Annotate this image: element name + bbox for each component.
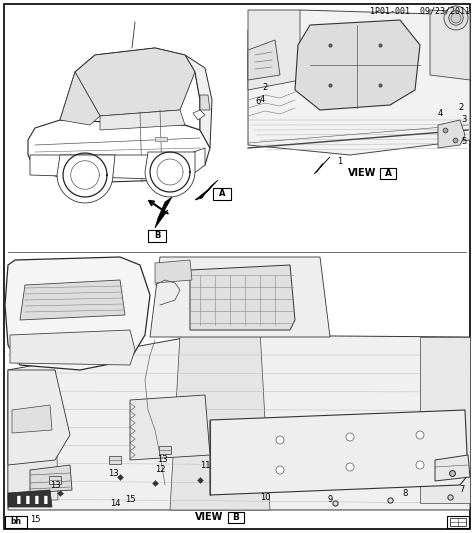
Text: ▐: ▐	[41, 495, 47, 504]
Polygon shape	[10, 330, 135, 365]
Bar	[228, 512, 244, 523]
Polygon shape	[100, 110, 185, 130]
Text: 13: 13	[157, 456, 167, 464]
Text: 9: 9	[328, 496, 333, 505]
Text: 2: 2	[263, 84, 268, 93]
Polygon shape	[71, 161, 99, 189]
Text: ▐: ▐	[14, 495, 20, 504]
Polygon shape	[248, 40, 280, 80]
Text: VIEW: VIEW	[195, 512, 223, 522]
Text: A: A	[384, 168, 392, 177]
Text: ▐: ▐	[32, 495, 38, 504]
Circle shape	[416, 461, 424, 469]
Circle shape	[416, 431, 424, 439]
Text: 13: 13	[108, 469, 118, 478]
Circle shape	[451, 13, 461, 23]
Bar	[5, 516, 27, 528]
Text: 10: 10	[260, 492, 270, 502]
Text: B: B	[233, 513, 239, 521]
Polygon shape	[435, 455, 470, 481]
Polygon shape	[30, 148, 205, 180]
Polygon shape	[8, 490, 52, 507]
Polygon shape	[60, 72, 100, 125]
Text: 1P01-001  09/23/2011: 1P01-001 09/23/2011	[370, 6, 470, 15]
Text: 8: 8	[402, 489, 408, 497]
Circle shape	[276, 466, 284, 474]
Bar	[155, 137, 167, 141]
Bar	[148, 230, 166, 242]
Polygon shape	[210, 410, 468, 495]
Text: 2: 2	[458, 103, 464, 112]
Polygon shape	[185, 55, 212, 148]
Text: 1: 1	[337, 157, 343, 166]
Polygon shape	[438, 120, 465, 148]
Polygon shape	[248, 10, 470, 155]
Polygon shape	[8, 335, 470, 510]
Text: 3: 3	[461, 116, 467, 125]
Polygon shape	[155, 197, 172, 228]
Circle shape	[276, 436, 284, 444]
Polygon shape	[130, 395, 210, 460]
Bar	[109, 456, 121, 464]
Polygon shape	[155, 260, 192, 283]
Circle shape	[444, 6, 468, 30]
Polygon shape	[193, 110, 205, 120]
Polygon shape	[195, 180, 218, 200]
Polygon shape	[145, 152, 195, 197]
Text: 4: 4	[259, 95, 264, 104]
Text: B: B	[154, 231, 160, 240]
Circle shape	[346, 433, 354, 441]
Polygon shape	[60, 48, 200, 130]
Text: 15: 15	[30, 515, 40, 524]
Polygon shape	[420, 337, 470, 503]
Polygon shape	[150, 257, 330, 337]
Bar	[159, 446, 171, 454]
Text: 6: 6	[255, 98, 261, 107]
Polygon shape	[200, 95, 210, 110]
Polygon shape	[5, 257, 150, 370]
Text: VIEW: VIEW	[348, 168, 376, 178]
Polygon shape	[28, 120, 210, 183]
Polygon shape	[20, 280, 125, 320]
Circle shape	[346, 463, 354, 471]
Text: bh: bh	[10, 518, 21, 527]
Text: 15: 15	[125, 496, 135, 505]
Bar	[450, 518, 466, 526]
Polygon shape	[190, 265, 295, 330]
Polygon shape	[75, 48, 195, 116]
Text: 4: 4	[438, 109, 443, 117]
Bar	[447, 516, 469, 528]
Bar	[380, 168, 396, 179]
Polygon shape	[12, 405, 52, 433]
Circle shape	[449, 11, 463, 25]
Bar	[213, 188, 231, 200]
Polygon shape	[157, 159, 183, 185]
Polygon shape	[314, 157, 330, 174]
Text: 7: 7	[459, 486, 465, 495]
Text: ▐: ▐	[23, 495, 29, 504]
Text: 14: 14	[110, 498, 120, 507]
Text: 11: 11	[200, 461, 210, 470]
Polygon shape	[430, 10, 470, 80]
Polygon shape	[295, 20, 420, 110]
Polygon shape	[8, 370, 70, 465]
Polygon shape	[8, 370, 58, 500]
Text: 13: 13	[50, 481, 60, 489]
Text: 5: 5	[461, 138, 466, 147]
Text: A: A	[219, 190, 225, 198]
Polygon shape	[170, 330, 270, 510]
Text: 12: 12	[155, 465, 165, 474]
Polygon shape	[248, 10, 300, 90]
Polygon shape	[30, 465, 72, 493]
Bar	[49, 476, 61, 484]
Polygon shape	[57, 155, 115, 203]
